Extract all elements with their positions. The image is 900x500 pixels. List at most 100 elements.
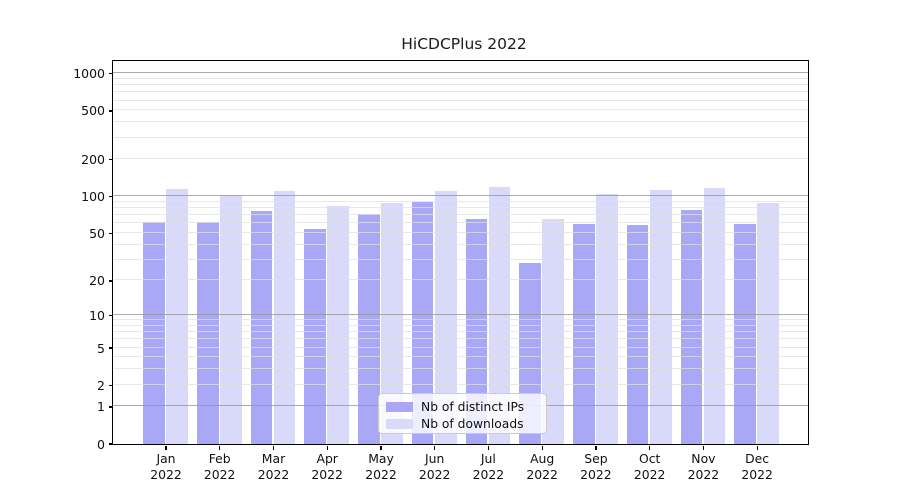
y-tick-label-20: 20 [89,273,105,289]
gridline-8 [113,324,808,326]
bar-distinct-ips-sep [573,224,595,444]
legend-label-distinct-ips: Nb of distinct IPs [421,399,525,414]
bar-distinct-ips-mar [250,211,273,444]
y-tick-label-50: 50 [89,225,105,241]
x-tick-mark-jul [487,445,490,450]
gridline-70 [113,214,808,216]
gridline-500 [113,109,808,111]
gridline-6 [113,338,808,340]
gridline-400 [113,121,808,123]
y-tick-mark-100 [108,196,113,198]
bar-distinct-ips-dec [734,224,756,444]
legend-swatch-distinct-ips-icon [386,401,413,412]
bar-distinct-ips-jan [143,222,165,444]
gridline-80 [113,207,808,208]
gridline-9 [113,319,808,321]
legend-swatch-downloads-icon [386,418,413,429]
gridline-100 [113,195,808,197]
y-tick-label-10: 10 [89,308,105,323]
x-tick-mark-mar [272,445,275,450]
y-tick-mark-10 [108,314,113,317]
x-tick-label-apr: Apr 2022 [311,450,343,483]
y-tick-mark-2 [108,384,113,386]
gridline-10 [113,314,808,315]
y-tick-mark-1000 [108,73,113,75]
gridline-90 [113,200,808,202]
gridline-900 [113,77,808,79]
gridline-200 [113,158,808,160]
x-tick-mark-may [380,445,382,450]
gridline-40 [113,243,808,245]
legend-label-downloads: Nb of downloads [421,416,524,431]
bar-distinct-ips-may [358,213,380,444]
y-tick-label-100: 100 [81,189,105,205]
bar-downloads-dec [757,203,780,444]
y-tick-label-1: 1 [97,399,105,415]
legend-entry-downloads: Nb of downloads [386,416,539,432]
gridline-3 [113,368,808,370]
gridline-600 [113,99,808,101]
bar-downloads-jun [434,190,457,444]
gridline-300 [113,136,808,138]
gridline-30 [113,258,808,260]
x-tick-mark-dec [756,445,758,450]
x-tick-mark-apr [326,445,328,450]
x-tick-mark-nov [702,445,705,450]
legend-entry-distinct-ips: Nb of distinct IPs [386,399,539,415]
gridline-7 [113,331,808,333]
x-tick-mark-sep [595,445,597,450]
bar-downloads-nov [703,188,726,444]
legend: Nb of distinct IPs Nb of downloads [378,392,547,434]
y-tick-mark-1 [108,406,113,408]
x-tick-label-dec: Dec 2022 [741,450,773,483]
y-tick-label-0: 0 [97,436,105,452]
x-tick-mark-aug [541,445,543,450]
bar-distinct-ips-jun [411,201,434,444]
gridline-50 [113,231,808,233]
gridline-700 [113,91,808,93]
y-tick-mark-500 [108,110,113,112]
bar-downloads-oct [649,189,672,444]
gridline-4 [113,356,808,358]
x-tick-mark-oct [649,445,651,450]
y-tick-label-5: 5 [97,340,105,356]
bar-distinct-ips-nov [680,210,703,444]
bar-distinct-ips-apr [304,228,326,444]
x-tick-label-jan: Jan 2022 [150,450,182,483]
x-tick-label-sep: Sep 2022 [580,450,612,483]
gridline-800 [113,84,808,86]
bar-downloads-sep [596,194,618,444]
chart-title: HiCDCPlus 2022 [401,35,527,53]
x-tick-label-nov: Nov 2022 [687,450,720,483]
x-tick-label-feb: Feb 2022 [203,450,236,483]
bar-downloads-may [381,203,403,444]
bar-distinct-ips-feb [196,221,219,444]
bar-downloads-mar [273,190,296,444]
x-tick-label-jul: Jul 2022 [472,450,505,483]
gridline-60 [113,222,808,224]
gridline-2 [113,383,808,385]
bar-downloads-jul [488,187,511,444]
x-tick-label-may: May 2022 [365,450,397,483]
x-tick-label-jun: Jun 2022 [418,450,451,483]
x-tick-mark-feb [219,445,221,450]
gridline-1000 [113,72,808,74]
x-tick-label-aug: Aug 2022 [526,450,558,483]
x-tick-label-mar: Mar 2022 [257,450,290,483]
y-tick-mark-50 [108,232,113,234]
y-tick-mark-200 [108,159,113,161]
bar-downloads-jan [166,188,188,444]
gridline-5 [113,346,808,348]
grid-layer [113,61,808,444]
y-tick-label-2: 2 [97,377,105,393]
x-tick-mark-jun [434,445,436,450]
x-tick-mark-jan [165,445,167,450]
y-tick-mark-20 [108,280,113,282]
y-tick-label-500: 500 [81,103,105,119]
y-tick-mark-5 [108,347,113,349]
y-tick-label-200: 200 [81,152,105,168]
plot-inner [113,61,808,444]
gridline-20 [113,279,808,281]
plot-area [112,59,809,445]
